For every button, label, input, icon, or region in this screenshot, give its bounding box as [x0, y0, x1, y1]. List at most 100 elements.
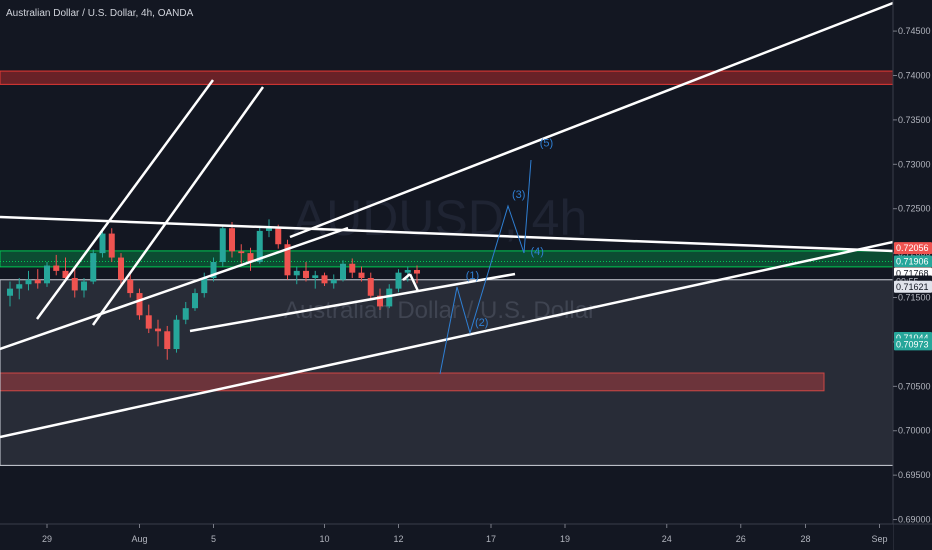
- candle-body: [256, 230, 263, 262]
- wave-label: (1): [466, 270, 479, 282]
- candle-body: [219, 228, 226, 262]
- price-badge-label: 0.72056: [896, 243, 929, 253]
- candle-body: [414, 269, 420, 274]
- candle-body: [321, 275, 328, 284]
- candle-body: [99, 233, 106, 254]
- y-tick-label: 0.69500: [898, 470, 931, 480]
- wave-label: (2): [475, 317, 488, 329]
- candle-body: [275, 228, 282, 245]
- chart-title: Australian Dollar / U.S. Dollar, 4h, OAN…: [6, 8, 194, 19]
- candle-body: [210, 262, 217, 278]
- x-tick-label: 12: [393, 534, 403, 544]
- price-badge-label: 0.71621: [896, 282, 929, 292]
- candle-body: [53, 265, 60, 271]
- candle-body: [173, 319, 180, 350]
- y-tick-label: 0.73500: [898, 115, 931, 125]
- candle-body: [386, 288, 393, 307]
- price-badge-label: 0.70973: [896, 339, 929, 349]
- candle-body: [7, 288, 13, 296]
- x-tick-label: 28: [800, 534, 810, 544]
- lower-red-zone[interactable]: [0, 372, 825, 392]
- steep-trendline-right[interactable]: [91, 86, 265, 326]
- wave-projection-path[interactable]: [439, 159, 532, 375]
- candles-layer: [7, 219, 420, 360]
- rising-line-lower-left[interactable]: [0, 226, 349, 351]
- candle-body: [312, 275, 319, 278]
- y-tick-label: 0.70500: [898, 381, 931, 391]
- candle-body: [108, 233, 115, 258]
- x-tick-label: 17: [486, 534, 496, 544]
- steep-trendline-left[interactable]: [35, 79, 215, 320]
- candle-body: [118, 257, 124, 280]
- candle-body: [266, 228, 272, 231]
- candle-body: [164, 331, 171, 350]
- candle-body: [247, 253, 254, 262]
- price-badge: [894, 338, 932, 351]
- price-badge-label: 0.71768: [896, 269, 929, 279]
- y-tick-label: 0.74000: [898, 70, 931, 80]
- x-tick-label: 5: [211, 534, 216, 544]
- candle-body: [340, 263, 346, 280]
- x-tick-label: 26: [736, 534, 746, 544]
- green-zone[interactable]: [0, 250, 894, 268]
- candle-body: [34, 279, 41, 284]
- candle-body: [127, 279, 134, 294]
- price-badge: [894, 280, 932, 293]
- x-tick-label: 24: [662, 534, 672, 544]
- candle-body: [229, 228, 235, 252]
- small-marker-line-2[interactable]: [408, 273, 420, 292]
- wave-label: (4): [531, 246, 544, 258]
- candle-body: [395, 272, 402, 289]
- candle-body: [367, 277, 374, 296]
- time-scale[interactable]: 29 Aug 5 10 12 17 19 24 26 28 Sep: [42, 524, 888, 544]
- candle-body: [145, 315, 152, 329]
- candle-body: [90, 253, 97, 282]
- x-tick-label: Aug: [131, 534, 147, 544]
- candle-body: [358, 272, 365, 278]
- candle-body: [182, 308, 189, 320]
- candle-body: [330, 279, 337, 284]
- candle-body: [303, 270, 309, 278]
- upper-red-zone[interactable]: [0, 70, 894, 85]
- candle-body: [155, 328, 161, 332]
- wave-label: (5): [540, 138, 553, 150]
- candle-body: [44, 265, 50, 284]
- candle-body: [284, 244, 291, 276]
- candle-body: [16, 284, 23, 289]
- small-marker-line[interactable]: [402, 273, 411, 281]
- y-tick-label: 0.73000: [898, 159, 931, 169]
- candle-body: [81, 281, 87, 291]
- x-tick-label: 19: [560, 534, 570, 544]
- watermark-name: Australian Dollar / U.S. Dollar: [284, 297, 596, 324]
- price-badges: 0.720560.719060.717720.7176809:550.71621…: [894, 242, 932, 351]
- y-tick-label: 0.72500: [898, 204, 931, 214]
- y-tick-label: 0.71500: [898, 293, 931, 303]
- candle-body: [201, 277, 208, 294]
- candle-body: [62, 270, 69, 278]
- rising-line-mid[interactable]: [189, 272, 516, 333]
- candle-body: [404, 269, 411, 273]
- descending-line[interactable]: [0, 215, 894, 253]
- candle-body: [377, 295, 383, 307]
- price-badge: [894, 242, 932, 255]
- y-tick-label: 0.70000: [898, 426, 931, 436]
- x-tick-label: Sep: [871, 534, 887, 544]
- y-tick-label: 0.74500: [898, 26, 931, 36]
- candle-body: [238, 251, 245, 254]
- price-badge-label: 0.71906: [896, 256, 929, 266]
- candle-body: [293, 270, 300, 276]
- wave-label: (3): [512, 189, 525, 201]
- candle-body: [192, 293, 198, 309]
- candle-body: [349, 263, 356, 273]
- candle-body: [25, 279, 32, 285]
- upper-channel-line[interactable]: [289, 1, 894, 239]
- candle-body: [136, 293, 143, 316]
- candle-body: [71, 277, 78, 291]
- y-tick-label: 0.69000: [898, 515, 931, 525]
- price-badge-label: 0.71044: [896, 333, 929, 343]
- x-tick-label: 10: [319, 534, 329, 544]
- wave-labels-layer: (1) (2) (3) (4) (5): [466, 138, 553, 329]
- time-scale-bg[interactable]: [0, 524, 893, 550]
